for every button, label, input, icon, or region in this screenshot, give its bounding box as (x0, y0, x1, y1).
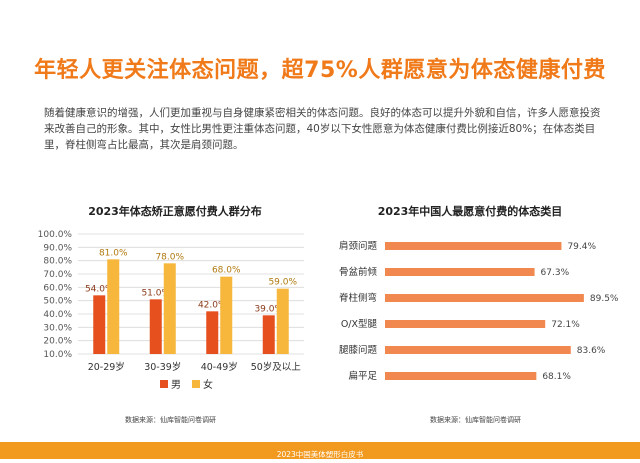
data-label: 81.0% (99, 248, 128, 258)
data-label: 54.0% (85, 284, 114, 294)
legend-swatch (192, 380, 200, 388)
footer-text: 2023中国美体塑形白皮书 (276, 450, 364, 459)
data-label: 79.4% (567, 242, 596, 252)
category-label: 扁平足 (348, 370, 377, 382)
legend-label: 男 (171, 379, 181, 391)
y-tick-label: 70.0% (43, 270, 72, 280)
intro-paragraph: 随着健康意识的增强，人们更加重视与自身健康紧密相关的体态问题。良好的体态可以提升… (44, 107, 601, 151)
footer-bar: 2023中国美体塑形白皮书 (0, 442, 640, 459)
legend-label: 女 (203, 378, 213, 391)
left-chart-source: 数据来源：仙库智能问卷调研 (125, 416, 216, 424)
left-chart-title: 2023年体态矫正意愿付费人群分布 (88, 205, 262, 218)
y-tick-label: 80.0% (43, 257, 72, 267)
bar-female (276, 288, 289, 354)
bar-male (206, 311, 219, 354)
horizontal-bar (385, 294, 584, 302)
data-label: 68.0% (212, 266, 241, 276)
y-tick-label: 40.0% (43, 310, 72, 320)
bar-female (220, 276, 233, 354)
data-label: 51.0% (141, 288, 170, 298)
y-tick-label: 30.0% (43, 323, 72, 333)
bar-male (93, 295, 106, 354)
data-label: 67.3% (541, 268, 570, 278)
x-tick-label: 30-39岁 (144, 361, 181, 373)
horizontal-bar (385, 268, 535, 276)
bar-female (163, 263, 176, 354)
horizontal-bar (385, 320, 546, 328)
data-label: 68.1% (542, 372, 571, 382)
bar-male (149, 299, 162, 354)
y-tick-label: 10.0% (43, 350, 72, 360)
y-tick-label: 60.0% (43, 283, 72, 293)
data-label: 59.0% (268, 278, 297, 288)
right-chart-title: 2023年中国人最愿意付费的体态类目 (377, 205, 563, 218)
bar-male (262, 315, 275, 354)
data-label: 89.5% (590, 294, 619, 304)
category-label: O/X型腿 (341, 319, 378, 330)
category-label: 骨盆前倾 (339, 266, 378, 278)
horizontal-bar (385, 242, 562, 250)
legend-swatch (160, 380, 168, 388)
y-tick-label: 90.0% (43, 243, 72, 253)
data-label: 72.1% (551, 320, 580, 330)
y-tick-label: 50.0% (43, 297, 72, 307)
bar-female (107, 259, 120, 354)
category-label: 肩颈问题 (339, 240, 378, 252)
x-tick-label: 40-49岁 (201, 361, 238, 373)
page-title: 年轻人更关注体态问题，超75%人群愿意为体态健康付费 (34, 58, 606, 83)
data-label: 42.0% (198, 300, 227, 310)
category-label: 脊柱侧弯 (339, 292, 377, 304)
data-label: 78.0% (155, 252, 184, 262)
x-tick-label: 50岁及以上 (251, 361, 302, 373)
right-chart-source: 数据来源：仙库智能问卷调研 (430, 416, 521, 424)
data-label: 39.0% (254, 304, 283, 314)
category-label: 腿膝问题 (339, 344, 378, 356)
horizontal-bar (385, 346, 571, 354)
y-tick-label: 20.0% (43, 337, 72, 347)
y-tick-label: 100.0% (38, 230, 73, 240)
x-tick-label: 20-29岁 (88, 361, 125, 373)
horizontal-bar (385, 372, 537, 380)
data-label: 83.6% (577, 346, 606, 356)
